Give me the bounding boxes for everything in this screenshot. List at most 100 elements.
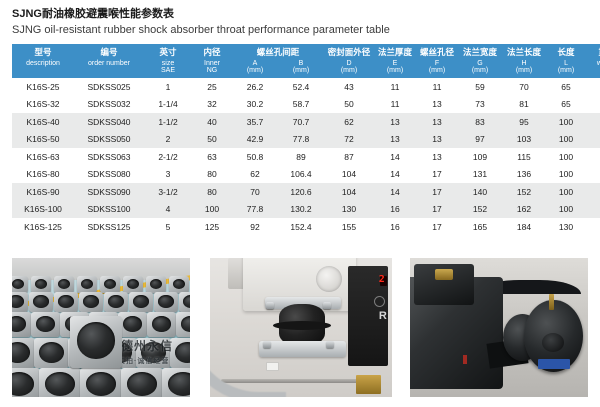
subheader-line1: D <box>346 60 352 67</box>
table-cell: 65 <box>546 78 587 96</box>
header-group-length: 长度 <box>546 44 587 59</box>
page-title-block: SJNG耐油橡胶避震喉性能参数表 SJNG oil-resistant rubb… <box>12 7 390 38</box>
table-cell: 1 <box>586 130 600 148</box>
subheader-line2: NG <box>206 67 218 74</box>
control-panel: R <box>348 266 389 367</box>
rubber-joint-item <box>31 312 60 337</box>
subheader-line1: B <box>298 60 304 67</box>
subheader-l: L (mm) <box>546 59 587 78</box>
subheader-line1: size <box>161 60 175 67</box>
red-marker <box>463 355 468 365</box>
rubber-joint-item <box>77 276 97 293</box>
rubber-joint-item <box>121 368 163 397</box>
rubber-joint-item <box>29 292 53 312</box>
table-cell: 40 <box>192 113 232 131</box>
header-row-chinese: 型号 编号 英寸 内径 螺丝孔间距 密封面外径 法兰厚度 螺丝孔径 法兰宽度 法… <box>12 44 600 59</box>
rubber-joint-item <box>147 312 176 337</box>
table-cell: 100 <box>546 148 587 166</box>
header-group-seal-od: 密封面外径 <box>324 44 375 59</box>
blue-label-plate <box>538 359 571 370</box>
table-cell: 58.7 <box>278 95 325 113</box>
subheader-weight: wieght (kg) <box>586 59 600 78</box>
table-cell: 103 <box>502 130 547 148</box>
subheader-line1: F <box>434 60 440 67</box>
subheader-line1: E <box>392 60 398 67</box>
page-title-chinese: SJNG耐油橡胶避震喉性能参数表 <box>12 8 174 20</box>
table-cell: 70 <box>502 78 547 96</box>
rubber-joint-item <box>170 338 190 368</box>
table-cell: 184 <box>502 218 547 236</box>
spec-table-wrapper: 型号 编号 英寸 内径 螺丝孔间距 密封面外径 法兰厚度 螺丝孔径 法兰宽度 法… <box>12 44 600 236</box>
watermark-brand-text: 德州永信 <box>121 339 174 353</box>
table-cell: SDKSS032 <box>74 95 144 113</box>
table-cell: 50 <box>324 95 375 113</box>
panel-button-icon[interactable] <box>374 296 386 308</box>
table-cell: 0.4 <box>586 78 600 96</box>
subheader-h: H (mm) <box>502 59 547 78</box>
table-cell: 42.9 <box>232 130 278 148</box>
table-row: K16S-90 SDKSS090 3-1/2 80 70 120.6 104 14 17 140 1… <box>12 183 600 201</box>
photo-rubber-joint-warehouse: 德州永信 厂家实拍·诚信经营 <box>12 258 190 397</box>
subheader-line2: (kg) <box>586 67 600 76</box>
table-cell: 100 <box>546 183 587 201</box>
table-cell: 2 <box>144 130 192 148</box>
subheader-line1: G <box>477 60 483 67</box>
table-cell: 14 <box>374 183 417 201</box>
rubber-bellows-mount <box>272 303 331 346</box>
grease-nipple-icon <box>548 294 554 311</box>
header-group-inch: 英寸 <box>144 44 192 59</box>
table-cell: 131 <box>458 165 503 183</box>
table-cell: 35.7 <box>232 113 278 131</box>
table-row: K16S-80 SDKSS080 3 80 62 106.4 104 14 17 131 136 10… <box>12 165 600 183</box>
table-row: K16S-25SDKSS02512526.252.44311115970650.… <box>12 78 600 96</box>
table-cell: 130 <box>546 218 587 236</box>
table-cell: 130 <box>324 200 375 218</box>
table-cell: 16 <box>374 200 417 218</box>
table-cell: 136 <box>502 165 547 183</box>
table-cell: 14 <box>374 148 417 166</box>
table-cell: SDKSS080 <box>74 165 144 183</box>
table-cell: 95 <box>502 113 547 131</box>
subheader-line1: H <box>521 60 527 67</box>
rubber-joint-item <box>154 292 178 312</box>
rubber-joint-item <box>176 312 190 337</box>
header-group-bolt-spacing: 螺丝孔间距 <box>232 44 325 59</box>
table-cell: 50 <box>192 130 232 148</box>
subheader-line2: (mm) <box>471 67 489 74</box>
subheader-line2: (mm) <box>386 67 404 74</box>
led-display <box>379 274 387 287</box>
rubber-joint-foreground <box>70 316 122 368</box>
header-group-model: 型号 <box>12 44 74 59</box>
table-cell: 80 <box>192 165 232 183</box>
table-cell: 63 <box>192 148 232 166</box>
header-group-weight: 重量 <box>586 44 600 59</box>
rubber-joint-item <box>12 312 31 337</box>
table-cell: 30.2 <box>232 95 278 113</box>
subheader-line2: (mm) <box>428 67 446 74</box>
product-photo-row: 德州永信 厂家实拍·诚信经营 <box>12 258 588 397</box>
table-row: K16S-63 SDKSS063 2-1/2 63 50.8 89 87 14 13 109 115… <box>12 148 600 166</box>
table-cell: SDKSS125 <box>74 218 144 236</box>
table-cell: 0.8 <box>586 113 600 131</box>
table-cell: SDKSS025 <box>74 78 144 96</box>
table-cell: 3 <box>144 165 192 183</box>
table-cell: 97 <box>458 130 503 148</box>
rubber-joint-item <box>123 276 143 293</box>
header-group-flange-width: 法兰宽度 <box>458 44 503 59</box>
table-cell: 81 <box>502 95 547 113</box>
table-cell: 62 <box>232 165 278 183</box>
rubber-joint-item <box>34 338 69 368</box>
header-group-flange-thick: 法兰厚度 <box>374 44 417 59</box>
table-cell: 152.4 <box>278 218 325 236</box>
table-cell: SDKSS100 <box>74 200 144 218</box>
rubber-joint-item <box>146 276 166 293</box>
subheader-b: B (mm) <box>278 59 325 78</box>
subheader-line1: A <box>252 60 258 67</box>
table-cell: 100 <box>546 165 587 183</box>
subheader-g: G (mm) <box>458 59 503 78</box>
table-cell: 115 <box>502 148 547 166</box>
table-cell: 92 <box>232 218 278 236</box>
table-cell: 13 <box>416 113 459 131</box>
rubber-joint-item <box>12 276 28 293</box>
